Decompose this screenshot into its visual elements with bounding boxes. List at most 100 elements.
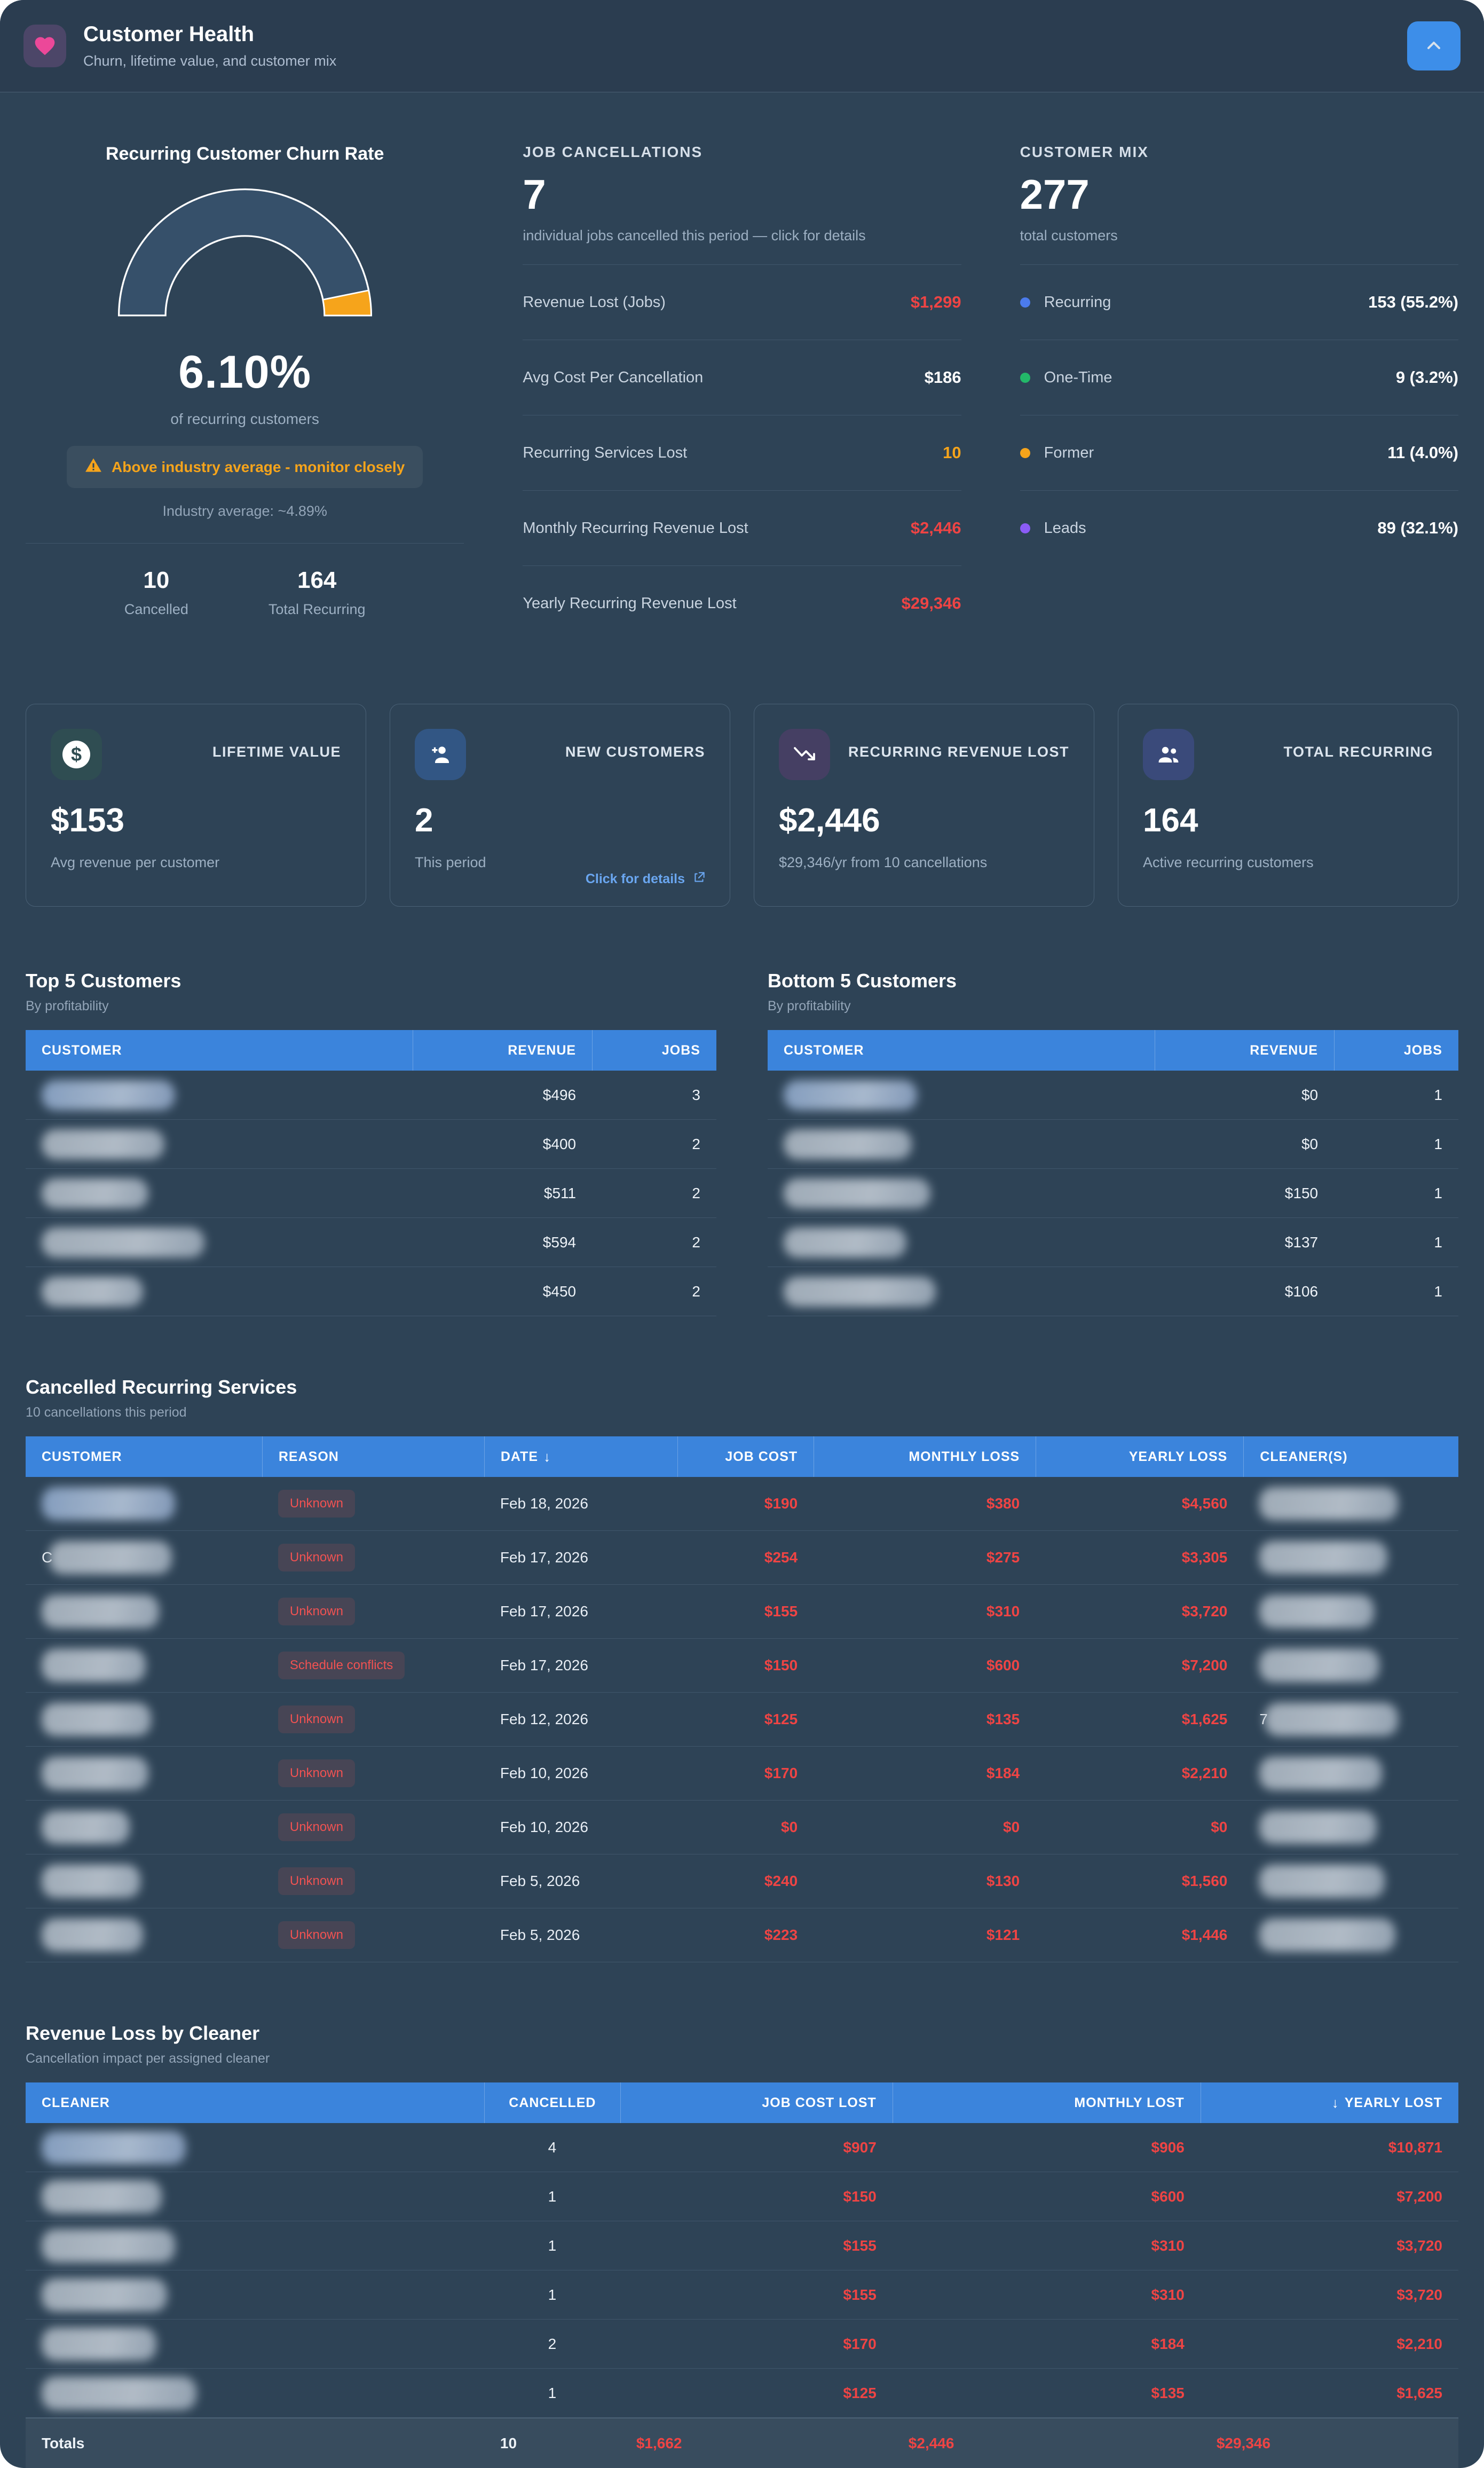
customer-mix-label: CUSTOMER MIX <box>1020 144 1149 160</box>
customer-mix-panel: CUSTOMER MIX 277 total customers Recurri… <box>1020 144 1458 641</box>
divider <box>26 543 464 544</box>
redacted-cleaner-name <box>42 2229 175 2262</box>
table-row: Unknown Feb 10, 2026 $170 $184 $2,210 <box>26 1747 1458 1801</box>
redacted-customer-name <box>42 1178 148 1208</box>
redacted-cleaner-name <box>42 2278 167 2312</box>
mix-row-former: Former 11 (4.0%) <box>1020 415 1458 490</box>
redacted-customer-name <box>784 1129 912 1159</box>
table-header: CUSTOMER REVENUE JOBS <box>768 1030 1458 1071</box>
col-jobs[interactable]: JOBS <box>592 1030 716 1071</box>
redacted-cleaner-name <box>42 2131 186 2164</box>
col-yearly-loss[interactable]: YEARLY LOSS <box>1036 1436 1243 1477</box>
table-row: $450 2 <box>26 1267 716 1316</box>
page-subtitle: Churn, lifetime value, and customer mix <box>83 53 337 69</box>
redacted-customer-name <box>42 1487 175 1520</box>
col-job-cost-lost[interactable]: JOB COST LOST <box>620 2082 893 2123</box>
legend-dot-purple <box>1020 523 1030 533</box>
total-recurring-stat: 164 Total Recurring <box>268 567 366 617</box>
table-row: $0 1 <box>768 1120 1458 1169</box>
metric-row: Revenue Lost (Jobs) $1,299 <box>523 264 961 340</box>
col-cancelled[interactable]: CANCELLED <box>484 2082 620 2123</box>
cancelled-stat: 10 Cancelled <box>124 567 188 617</box>
redacted-cleaner-name <box>42 2180 162 2213</box>
redacted-customer-name <box>784 1276 936 1307</box>
warning-icon <box>85 457 102 477</box>
table-row: 2 $170 $184 $2,210 <box>26 2320 1458 2369</box>
mix-row-leads: Leads 89 (32.1%) <box>1020 490 1458 565</box>
metric-row: Avg Cost Per Cancellation $186 <box>523 340 961 415</box>
industry-average-note: Industry average: ~4.89% <box>162 503 327 519</box>
redacted-customer-name <box>784 1178 930 1208</box>
table-row: $496 3 <box>26 1071 716 1120</box>
job-cancellations-caption[interactable]: individual jobs cancelled this period — … <box>523 227 866 243</box>
redacted-cleaner-name <box>1259 1595 1375 1628</box>
sort-desc-icon: ↓ <box>1331 2094 1339 2111</box>
churn-gauge-panel: Recurring Customer Churn Rate 6.10% of r… <box>26 144 464 641</box>
bottom5-title: Bottom 5 Customers <box>768 970 957 992</box>
kpi-total-recurring: TOTAL RECURRING 164 Active recurring cus… <box>1118 704 1458 907</box>
col-reason[interactable]: REASON <box>262 1436 484 1477</box>
bottom5-subtitle: By profitability <box>768 999 851 1013</box>
col-monthly-lost[interactable]: MONTHLY LOST <box>892 2082 1201 2123</box>
metric-row: Recurring Services Lost 10 <box>523 415 961 490</box>
redacted-customer-name <box>42 1703 151 1736</box>
mix-row-recurring: Recurring 153 (55.2%) <box>1020 264 1458 340</box>
cancelled-subtitle: 10 cancellations this period <box>26 1405 187 1420</box>
table-row: C Unknown Feb 17, 2026 $254 $275 $3,305 <box>26 1531 1458 1585</box>
redacted-cleaner-name <box>1259 1811 1377 1844</box>
churn-gauge <box>26 183 464 331</box>
warning-text: Above industry average - monitor closely <box>112 458 405 475</box>
redacted-cleaner-name <box>1264 1703 1398 1736</box>
table-row: $511 2 <box>26 1169 716 1218</box>
col-yearly-lost-sort[interactable]: ↓ YEARLY LOST <box>1200 2082 1458 2123</box>
col-customer[interactable]: CUSTOMER <box>784 1042 864 1058</box>
metric-row: Monthly Recurring Revenue Lost $2,446 <box>523 490 961 565</box>
redacted-cleaner-name <box>42 2327 156 2361</box>
top5-title: Top 5 Customers <box>26 970 181 992</box>
churn-warning-badge: Above industry average - monitor closely <box>67 446 423 488</box>
table-row: $106 1 <box>768 1267 1458 1316</box>
redacted-customer-name <box>42 1649 146 1682</box>
cancelled-recurring-services-table: Cancelled Recurring Services 10 cancella… <box>0 1376 1484 1962</box>
table-row: Unknown Feb 5, 2026 $240 $130 $1,560 <box>26 1854 1458 1908</box>
mix-row-one-time: One-Time 9 (3.2%) <box>1020 340 1458 415</box>
cancelled-title: Cancelled Recurring Services <box>26 1376 297 1398</box>
col-monthly-loss[interactable]: MONTHLY LOSS <box>814 1436 1036 1477</box>
redacted-customer-name <box>49 1541 172 1574</box>
col-cleaners[interactable]: CLEANER(S) <box>1243 1436 1458 1477</box>
col-revenue[interactable]: REVENUE <box>1154 1030 1334 1071</box>
trending-down-icon <box>779 729 830 780</box>
redacted-customer-name <box>42 1811 130 1844</box>
kpi-lifetime-value: $ LIFETIME VALUE $153 Avg revenue per cu… <box>26 704 366 907</box>
cleaner-loss-subtitle: Cancellation impact per assigned cleaner <box>26 2051 270 2066</box>
table-row: 1 $150 $600 $7,200 <box>26 2172 1458 2221</box>
redacted-customer-name <box>42 1865 140 1898</box>
col-job-cost[interactable]: JOB COST <box>677 1436 814 1477</box>
redacted-cleaner-name <box>1259 1541 1388 1574</box>
col-customer[interactable]: CUSTOMER <box>42 1042 122 1058</box>
dollar-circle-icon: $ <box>51 729 102 780</box>
click-for-details-link[interactable]: Click for details <box>586 870 706 888</box>
col-revenue[interactable]: REVENUE <box>412 1030 592 1071</box>
table-row: Unknown Feb 17, 2026 $155 $310 $3,720 <box>26 1585 1458 1639</box>
col-date-sort[interactable]: DATE ↓ <box>484 1436 677 1477</box>
job-cancellations-panel: JOB CANCELLATIONS 7 individual jobs canc… <box>523 144 961 641</box>
col-cleaner[interactable]: CLEANER <box>42 2095 110 2110</box>
heart-icon <box>23 25 66 67</box>
page-title: Customer Health <box>83 22 255 46</box>
redacted-customer-name <box>42 1227 204 1257</box>
col-customer[interactable]: CUSTOMER <box>42 1449 122 1464</box>
table-header: CUSTOMER REVENUE JOBS <box>26 1030 716 1071</box>
redacted-cleaner-name <box>1259 1487 1399 1520</box>
legend-dot-orange <box>1020 447 1030 458</box>
collapse-button[interactable] <box>1407 21 1461 70</box>
overview-section: Recurring Customer Churn Rate 6.10% of r… <box>0 92 1484 641</box>
bottom5-customers-table: Bottom 5 Customers By profitability CUST… <box>768 970 1458 1316</box>
table-row: Unknown Feb 5, 2026 $223 $121 $1,446 <box>26 1908 1458 1962</box>
kpi-new-customers: NEW CUSTOMERS 2 This period Click for de… <box>390 704 730 907</box>
redacted-customer-name <box>42 1080 175 1110</box>
customer-mix-caption: total customers <box>1020 227 1118 243</box>
cleaner-loss-title: Revenue Loss by Cleaner <box>26 2022 260 2044</box>
col-jobs[interactable]: JOBS <box>1334 1030 1458 1071</box>
